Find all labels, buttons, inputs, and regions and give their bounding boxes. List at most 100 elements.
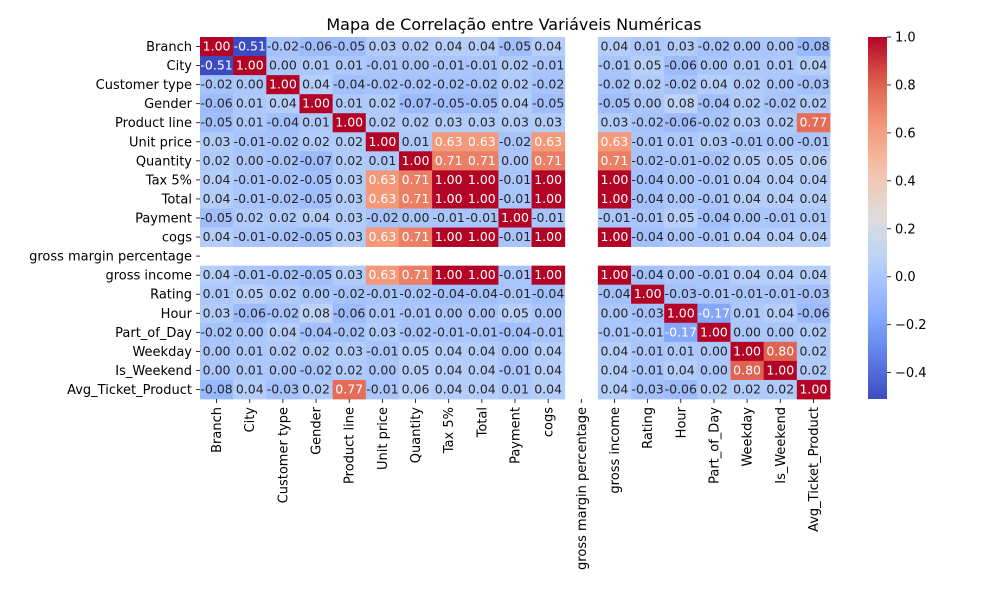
heatmap-cell [432, 208, 466, 228]
heatmap-cell [631, 37, 665, 57]
cell-value-label: 0.71 [402, 191, 430, 206]
cell-value-label: -0.01 [598, 210, 630, 225]
cell-value-label: 1.00 [601, 229, 629, 244]
heatmap-cell [631, 208, 665, 228]
heatmap-cell [597, 94, 632, 114]
heatmap-cell [398, 379, 433, 400]
cell-value-label: 0.00 [402, 210, 430, 225]
heatmap-cell [299, 379, 334, 400]
heatmap-cell [266, 151, 300, 171]
heatmap-cell [398, 322, 433, 343]
cell-value-label: -0.51 [234, 39, 266, 54]
heatmap-cell [597, 265, 632, 286]
cell-value-label: 0.63 [368, 267, 396, 282]
heatmap-cell [498, 360, 532, 381]
heatmap-cell [233, 208, 267, 228]
x-tick-label: Avg_Ticket_Product [807, 407, 822, 532]
heatmap-cell [796, 132, 831, 152]
heatmap-cell [796, 170, 831, 190]
cell-value-label: -0.04 [631, 229, 663, 244]
cell-value-label: -0.01 [499, 191, 531, 206]
cell-value-label: 0.02 [402, 115, 430, 130]
cell-value-label: 0.01 [733, 58, 761, 73]
cell-value-label: 1.00 [236, 58, 264, 73]
x-tick-label: gross margin percentage [575, 407, 590, 570]
cell-value-label: 0.08 [667, 96, 695, 111]
cell-value-label: 0.80 [733, 362, 761, 377]
heatmap-cell [465, 113, 499, 133]
heatmap-cell [796, 94, 831, 114]
cell-value-label: 0.04 [766, 229, 794, 244]
cell-value-label: 0.04 [435, 39, 463, 54]
heatmap-cell [631, 189, 665, 209]
cell-value-label: -0.02 [665, 77, 697, 92]
heatmap-cell [597, 360, 632, 381]
heatmap-cell [332, 265, 367, 286]
cell-value-label: 0.00 [501, 153, 529, 168]
heatmap-cell [299, 303, 334, 324]
cell-value-label: 0.02 [501, 77, 529, 92]
heatmap-cell [531, 379, 566, 400]
cell-value-label: -0.05 [598, 96, 630, 111]
cell-value-label: 0.77 [799, 115, 827, 130]
cell-value-label: 0.63 [368, 229, 396, 244]
cell-value-label: -0.03 [797, 286, 829, 301]
heatmap-cell [365, 379, 400, 400]
heatmap-cell [233, 189, 267, 209]
cell-value-label: 0.03 [203, 134, 231, 149]
heatmap-cell [796, 379, 831, 400]
cell-value-label: 0.03 [335, 191, 363, 206]
x-tick-label: Product line [343, 407, 358, 484]
cell-value-label: -0.01 [466, 210, 498, 225]
heatmap-cell [531, 56, 566, 76]
heatmap-cell [796, 360, 831, 381]
cell-value-label: 0.02 [302, 381, 330, 396]
heatmap-cell [631, 303, 665, 324]
heatmap-cell [398, 265, 433, 286]
heatmap-cell [398, 75, 433, 95]
cell-value-label: 0.63 [368, 172, 396, 187]
heatmap-cell [299, 189, 334, 209]
heatmap-cell [332, 322, 367, 343]
heatmap-cell [365, 189, 400, 209]
cell-value-label: 0.03 [667, 39, 695, 54]
heatmap-cell [730, 132, 765, 152]
cell-value-label: 0.01 [236, 96, 264, 111]
cell-value-label: 0.00 [203, 362, 231, 377]
heatmap-cell [233, 113, 267, 133]
cell-value-label: -0.05 [300, 267, 332, 282]
heatmap-cell [233, 151, 267, 171]
heatmap-cell [531, 37, 566, 57]
cell-value-label: -0.01 [731, 134, 763, 149]
cell-value-label: -0.04 [466, 286, 498, 301]
heatmap-cell [730, 113, 765, 133]
heatmap-cell [697, 56, 731, 76]
heatmap-cell [664, 227, 698, 247]
cell-value-label: -0.17 [698, 305, 730, 320]
heatmap-cell [796, 265, 831, 286]
heatmap-cell [697, 189, 731, 209]
cell-value-label: -0.01 [234, 172, 266, 187]
cell-value-label: -0.01 [399, 305, 431, 320]
cell-value-label: -0.02 [267, 229, 299, 244]
cell-value-label: 0.01 [402, 134, 430, 149]
heatmap-cell [498, 341, 532, 362]
cell-value-label: 0.02 [766, 381, 794, 396]
heatmap-cell [266, 227, 300, 247]
cell-value-label: -0.03 [267, 381, 299, 396]
heatmap-cell [597, 37, 632, 57]
heatmap-cell [266, 265, 300, 286]
heatmap-cell [299, 113, 334, 133]
heatmap-cell [697, 265, 731, 286]
cell-value-label: -0.05 [300, 229, 332, 244]
cell-value-label: 0.01 [733, 305, 761, 320]
heatmap-cell [697, 94, 731, 114]
cell-value-label: 0.04 [534, 362, 562, 377]
heatmap-cell [332, 37, 367, 57]
heatmap-cell [233, 303, 267, 324]
heatmap-cell [332, 170, 367, 190]
y-tick-label: City [167, 59, 193, 74]
heatmap-cell [498, 189, 532, 209]
cell-value-label: -0.05 [433, 96, 465, 111]
heatmap-cell [432, 284, 466, 305]
